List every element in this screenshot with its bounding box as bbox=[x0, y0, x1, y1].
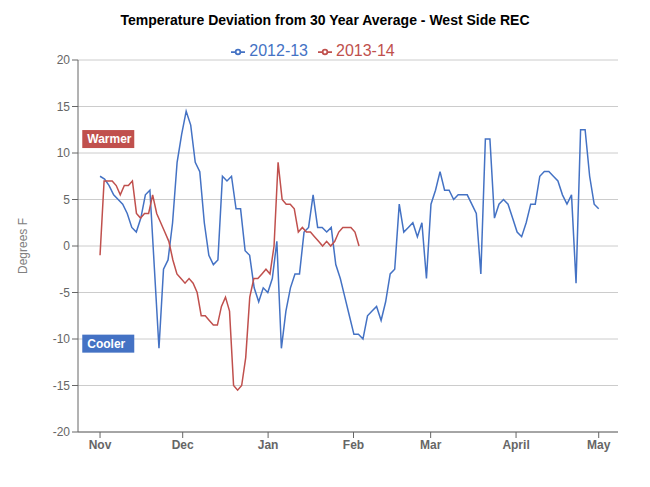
html-text:Temperature Deviation from 30: Temperature Deviation from 30 Year Avera… bbox=[120, 12, 530, 28]
svg-text:-10: -10 bbox=[53, 332, 71, 346]
svg-text:Dec: Dec bbox=[172, 438, 194, 452]
svg-text:20: 20 bbox=[57, 53, 71, 67]
svg-text:April: April bbox=[502, 438, 529, 452]
svg-text:May: May bbox=[587, 438, 611, 452]
svg-text:Degrees F: Degrees F bbox=[16, 218, 30, 274]
svg-text:15: 15 bbox=[57, 100, 71, 114]
svg-text:Mar: Mar bbox=[420, 438, 442, 452]
svg-text:Feb: Feb bbox=[343, 438, 364, 452]
html-text:2013-14: 2013-14 bbox=[336, 42, 395, 59]
svg-text:-20: -20 bbox=[53, 425, 71, 439]
svg-text:10: 10 bbox=[57, 146, 71, 160]
html-text:2012-13: 2012-13 bbox=[249, 42, 308, 59]
svg-text:0: 0 bbox=[63, 239, 70, 253]
svg-text:Warmer: Warmer bbox=[87, 132, 132, 146]
svg-text:-15: -15 bbox=[53, 379, 71, 393]
svg-text:-5: -5 bbox=[59, 286, 70, 300]
svg-text:Jan: Jan bbox=[258, 438, 279, 452]
svg-text:Nov: Nov bbox=[89, 438, 112, 452]
svg-text:5: 5 bbox=[63, 193, 70, 207]
svg-text:Cooler: Cooler bbox=[87, 337, 125, 351]
